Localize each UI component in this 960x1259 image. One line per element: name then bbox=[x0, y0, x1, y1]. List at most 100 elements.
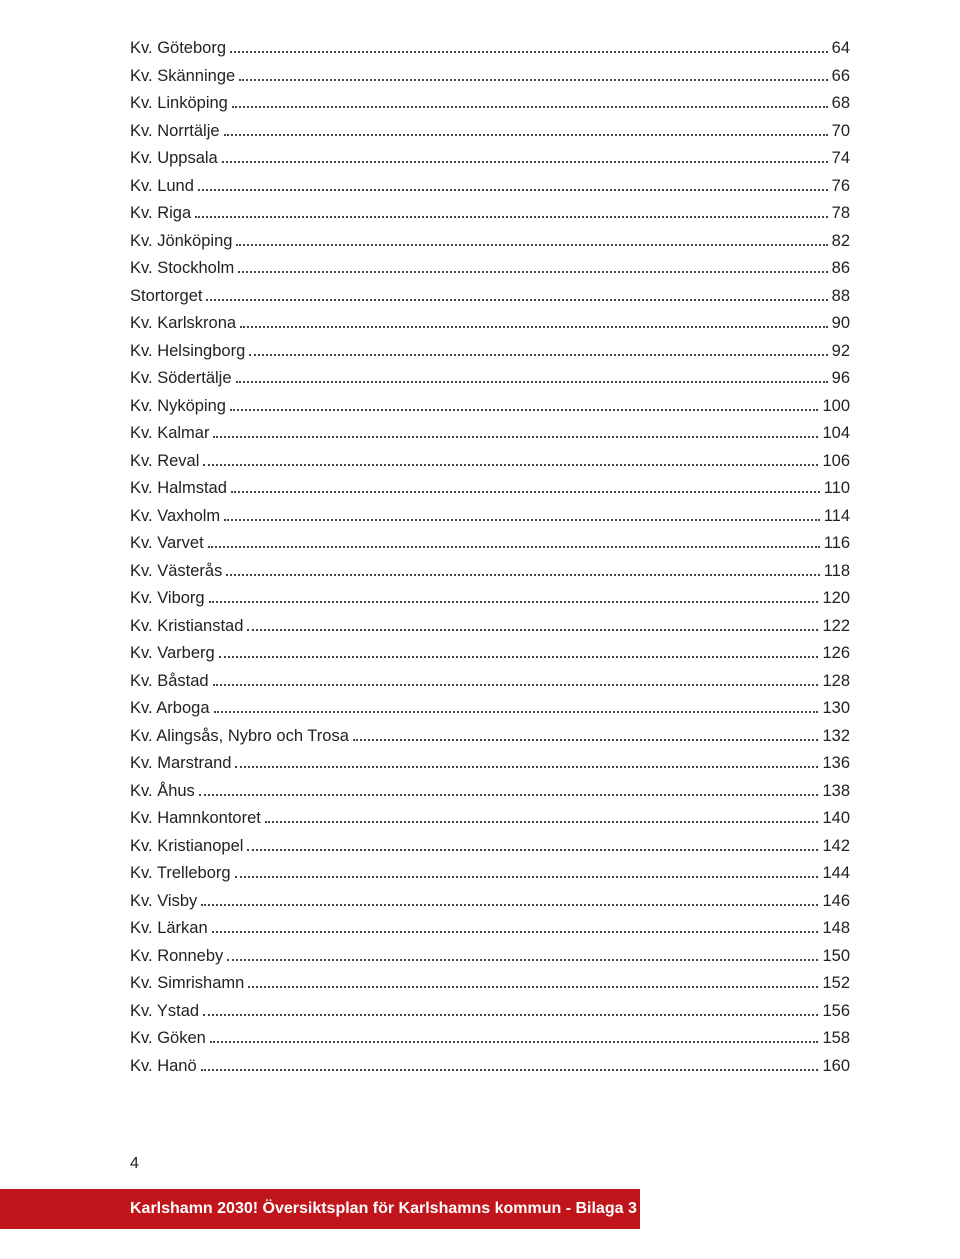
toc-entry: Kv. Visby 146 bbox=[130, 893, 850, 910]
toc-entry: Kv. Ronneby 150 bbox=[130, 948, 850, 965]
toc-entry-page: 114 bbox=[824, 508, 850, 525]
toc-dot-leader bbox=[226, 574, 819, 576]
toc-entry-page: 92 bbox=[832, 343, 850, 360]
toc-entry-page: 128 bbox=[822, 673, 850, 690]
toc-entry-label: Kv. Nyköping bbox=[130, 398, 226, 415]
toc-entry: Kv. Nyköping 100 bbox=[130, 398, 850, 415]
toc-entry-label: Kv. Ronneby bbox=[130, 948, 223, 965]
page: Kv. Göteborg64 Kv. Skänninge66 Kv. Linköpi… bbox=[0, 0, 960, 1259]
toc-entry-label: Kv. Kristianstad bbox=[130, 618, 243, 635]
toc-entry-label: Kv. Simrishamn bbox=[130, 975, 244, 992]
toc-entry-page: 132 bbox=[822, 728, 850, 745]
toc-dot-leader bbox=[210, 1041, 819, 1043]
toc-entry: Kv. Varvet116 bbox=[130, 535, 850, 552]
toc-dot-leader bbox=[232, 106, 828, 108]
toc-dot-leader bbox=[236, 244, 827, 246]
toc-entry: Stortorget88 bbox=[130, 288, 850, 305]
toc-entry-page: 120 bbox=[822, 590, 850, 607]
toc-entry-page: 104 bbox=[822, 425, 850, 442]
toc-entry-page: 100 bbox=[822, 398, 850, 415]
toc-dot-leader bbox=[235, 766, 818, 768]
toc-entry-page: 146 bbox=[822, 893, 850, 910]
toc-entry: Kv. Kristianstad 122 bbox=[130, 618, 850, 635]
toc-entry-page: 82 bbox=[832, 233, 850, 250]
toc-entry-label: Kv. Visby bbox=[130, 893, 197, 910]
toc-entry: Kv. Arboga 130 bbox=[130, 700, 850, 717]
toc-entry-label: Kv. Kalmar bbox=[130, 425, 209, 442]
toc-entry: Kv. Viborg120 bbox=[130, 590, 850, 607]
toc-entry-label: Kv. Göteborg bbox=[130, 40, 226, 57]
toc-dot-leader bbox=[206, 299, 827, 301]
toc-entry-label: Kv. Västerås bbox=[130, 563, 222, 580]
toc-entry: Kv. Båstad128 bbox=[130, 673, 850, 690]
toc-entry: Kv. Skänninge66 bbox=[130, 68, 850, 85]
toc-entry: Kv. Hamnkontoret 140 bbox=[130, 810, 850, 827]
toc-entry-page: 142 bbox=[822, 838, 850, 855]
toc-entry-label: Kv. Södertälje bbox=[130, 370, 232, 387]
toc-entry-page: 130 bbox=[822, 700, 850, 717]
toc-dot-leader bbox=[236, 381, 828, 383]
toc-entry-page: 96 bbox=[832, 370, 850, 387]
toc-dot-leader bbox=[203, 464, 818, 466]
toc-entry-label: Kv. Vaxholm bbox=[130, 508, 220, 525]
toc-dot-leader bbox=[224, 519, 820, 521]
toc-entry-label: Kv. Riga bbox=[130, 205, 191, 222]
toc-entry: Kv. Stockholm86 bbox=[130, 260, 850, 277]
toc-dot-leader bbox=[201, 904, 818, 906]
toc-dot-leader bbox=[235, 876, 819, 878]
toc-entry-page: 110 bbox=[824, 480, 850, 497]
footer-bar: Karlshamn 2030! Översiktsplan för Karlsh… bbox=[0, 1189, 640, 1229]
toc-entry: Kv. Hanö160 bbox=[130, 1058, 850, 1075]
page-number: 4 bbox=[130, 1155, 139, 1173]
toc-entry: Kv. Helsingborg92 bbox=[130, 343, 850, 360]
toc-dot-leader bbox=[209, 601, 819, 603]
toc-entry: Kv. Göteborg64 bbox=[130, 40, 850, 57]
toc-entry-page: 136 bbox=[822, 755, 850, 772]
toc-dot-leader bbox=[201, 1069, 819, 1071]
toc-entry: Kv. Kalmar 104 bbox=[130, 425, 850, 442]
toc-entry-page: 148 bbox=[822, 920, 850, 937]
toc-dot-leader bbox=[224, 134, 828, 136]
toc-entry-label: Kv. Marstrand bbox=[130, 755, 231, 772]
toc-entry-label: Kv. Norrtälje bbox=[130, 123, 220, 140]
toc-entry-label: Kv. Varvet bbox=[130, 535, 204, 552]
toc-dot-leader bbox=[214, 711, 819, 713]
toc-entry-label: Kv. Stockholm bbox=[130, 260, 234, 277]
toc-entry-page: 68 bbox=[832, 95, 850, 112]
toc-dot-leader bbox=[265, 821, 819, 823]
toc-dot-leader bbox=[227, 959, 818, 961]
toc-entry: Kv. Varberg126 bbox=[130, 645, 850, 662]
footer-text: Karlshamn 2030! Översiktsplan för Karlsh… bbox=[130, 1200, 637, 1218]
toc-dot-leader bbox=[230, 51, 828, 53]
toc-entry-page: 78 bbox=[832, 205, 850, 222]
toc-entry-page: 122 bbox=[822, 618, 850, 635]
toc-entry-page: 88 bbox=[832, 288, 850, 305]
toc-entry: Kv. Vaxholm 114 bbox=[130, 508, 850, 525]
toc-entry: Kv. Lärkan 148 bbox=[130, 920, 850, 937]
toc-entry-page: 140 bbox=[822, 810, 850, 827]
toc-entry: Kv. Marstrand 136 bbox=[130, 755, 850, 772]
toc-entry-label: Kv. Arboga bbox=[130, 700, 210, 717]
toc-entry-page: 138 bbox=[822, 783, 850, 800]
toc-entry-page: 74 bbox=[832, 150, 850, 167]
toc-entry-page: 158 bbox=[822, 1030, 850, 1047]
toc-entry-label: Kv. Linköping bbox=[130, 95, 228, 112]
toc-dot-leader bbox=[231, 491, 820, 493]
toc-entry-page: 106 bbox=[822, 453, 850, 470]
toc-entry-label: Kv. Karlskrona bbox=[130, 315, 236, 332]
toc-entry-page: 150 bbox=[822, 948, 850, 965]
toc-entry: Kv. Linköping 68 bbox=[130, 95, 850, 112]
toc-entry: Kv. Trelleborg144 bbox=[130, 865, 850, 882]
toc-dot-leader bbox=[195, 216, 828, 218]
toc-entry-label: Kv. Hamnkontoret bbox=[130, 810, 261, 827]
toc-entry-label: Kv. Lärkan bbox=[130, 920, 208, 937]
toc-dot-leader bbox=[238, 271, 827, 273]
toc-entry-label: Kv. Åhus bbox=[130, 783, 195, 800]
toc-dot-leader bbox=[212, 931, 819, 933]
toc-dot-leader bbox=[219, 656, 819, 658]
toc-entry-label: Kv. Hanö bbox=[130, 1058, 197, 1075]
toc-entry-page: 118 bbox=[824, 563, 850, 580]
toc-entry-page: 66 bbox=[832, 68, 850, 85]
toc-entry-label: Kv. Alingsås, Nybro och Trosa bbox=[130, 728, 349, 745]
toc-dot-leader bbox=[249, 354, 827, 356]
